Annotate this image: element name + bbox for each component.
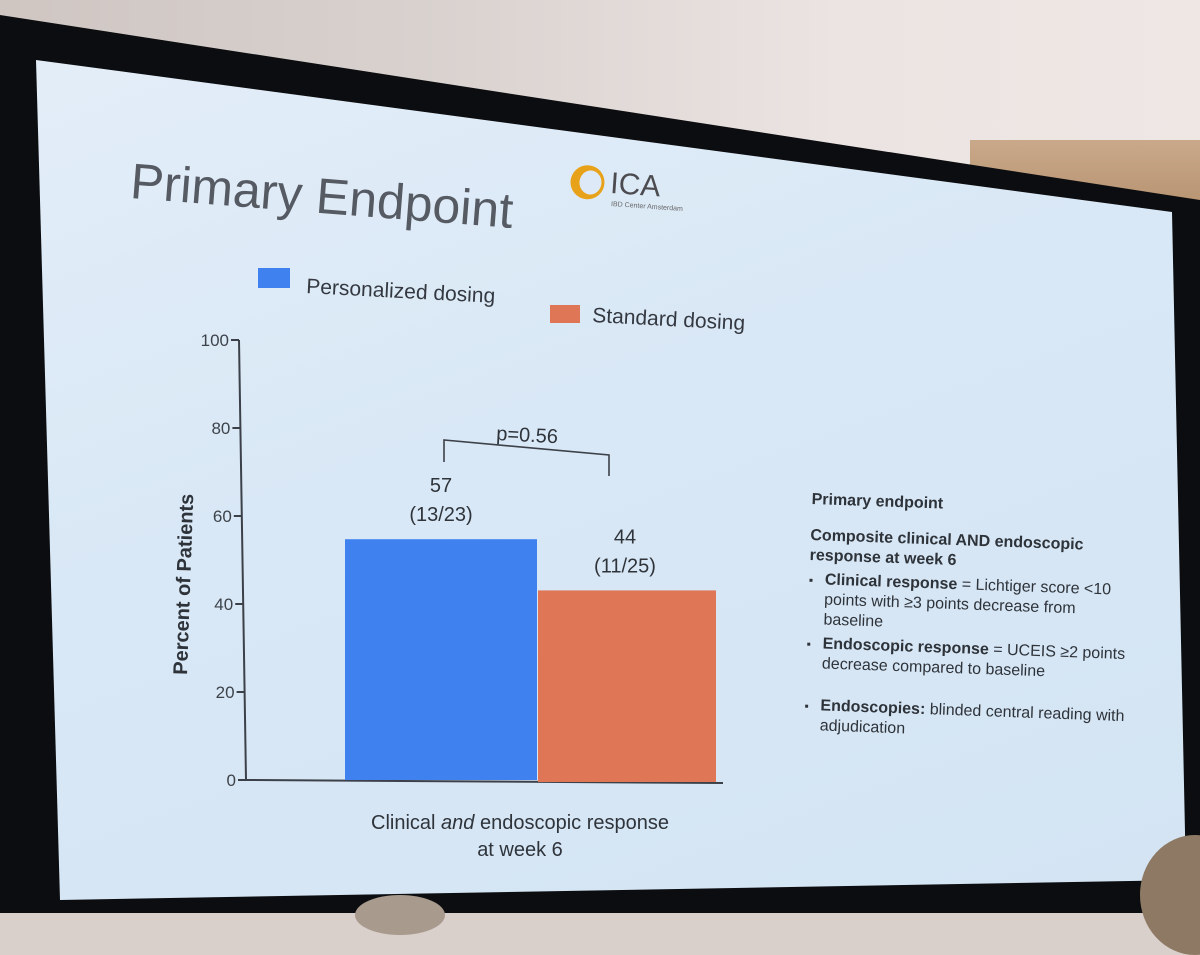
audience-head [355, 895, 445, 935]
notes-bullets: Clinical response = Lichtiger score <10 … [803, 570, 1139, 747]
y-axis [238, 339, 724, 784]
x-category-line-1: Clinical and endoscopic response [371, 812, 669, 834]
y-axis-label: Percent of Patients [170, 493, 198, 675]
y-tick-label: 40 [214, 595, 233, 614]
bar-value-label: 57 [430, 475, 452, 497]
bracket-line [443, 439, 610, 476]
y-tick-label: 20 [216, 683, 235, 702]
bullet-endoscopic-response: Endoscopic response = UCEIS ≥2 points de… [806, 634, 1137, 685]
notes-subheading: Composite clinical AND endoscopic respon… [809, 526, 1084, 570]
legend-swatch-personalized [258, 268, 290, 288]
p-value-label: p=0.56 [496, 423, 559, 448]
chart-legend: Personalized dosing Standard dosing [258, 268, 746, 335]
bar-value-label: 44 [614, 526, 636, 548]
y-tick-label: 0 [227, 771, 236, 790]
bar-standard-dosing [538, 590, 716, 782]
x-category-line-2: at week 6 [477, 839, 563, 861]
bar-personalized-dosing [345, 539, 537, 780]
bullet-clinical-response: Clinical response = Lichtiger score <10 … [807, 570, 1139, 641]
legend-swatch-standard [550, 305, 580, 323]
y-tick-label: 60 [213, 507, 232, 526]
y-axis-line [238, 339, 247, 781]
bar-fraction-label: (11/25) [594, 555, 656, 577]
bar-chart: Personalized dosing Standard dosing 0 20 4… [170, 268, 746, 790]
y-tick-label: 100 [201, 331, 229, 350]
bar-fraction-label: (13/23) [409, 504, 472, 526]
endpoint-notes: Primary endpoint Composite clinical AND … [803, 490, 1142, 751]
bullet-endoscopies: Endoscopies: blinded central reading wit… [803, 696, 1134, 747]
x-axis-line [245, 779, 724, 784]
legend-label-standard: Standard dosing [592, 304, 746, 335]
significance-bracket: p=0.56 [443, 423, 610, 476]
y-tick-label: 80 [211, 419, 230, 438]
x-category-label: Clinical and endoscopic response at week… [330, 810, 710, 864]
legend-label-personalized: Personalized dosing [306, 275, 496, 308]
